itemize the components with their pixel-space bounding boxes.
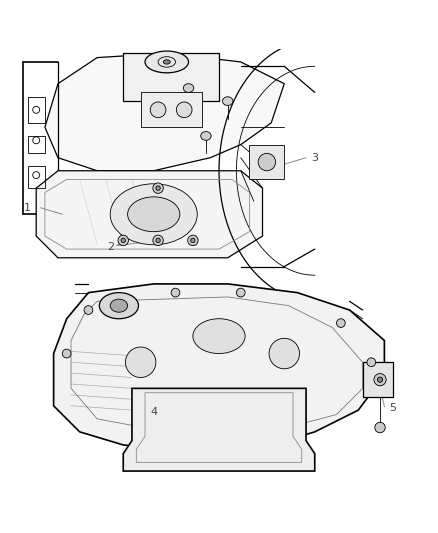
Polygon shape	[141, 92, 201, 127]
Ellipse shape	[127, 197, 180, 232]
Ellipse shape	[201, 132, 211, 140]
Polygon shape	[363, 362, 393, 397]
Ellipse shape	[150, 102, 166, 118]
Ellipse shape	[62, 349, 71, 358]
Ellipse shape	[110, 299, 127, 312]
Bar	[28, 97, 45, 123]
Polygon shape	[36, 171, 262, 258]
Ellipse shape	[163, 60, 170, 64]
Text: 3: 3	[311, 152, 318, 163]
Ellipse shape	[177, 102, 192, 118]
Text: 5: 5	[389, 403, 396, 413]
Ellipse shape	[191, 238, 195, 243]
Ellipse shape	[118, 235, 128, 246]
Ellipse shape	[184, 84, 194, 92]
Ellipse shape	[336, 319, 345, 327]
Ellipse shape	[145, 51, 188, 73]
Ellipse shape	[156, 238, 160, 243]
Ellipse shape	[258, 154, 276, 171]
Ellipse shape	[153, 235, 163, 246]
Ellipse shape	[193, 319, 245, 353]
Ellipse shape	[375, 422, 385, 433]
Ellipse shape	[171, 288, 180, 297]
Ellipse shape	[84, 305, 93, 314]
Ellipse shape	[187, 235, 198, 246]
Polygon shape	[123, 389, 315, 471]
Ellipse shape	[99, 293, 138, 319]
Polygon shape	[123, 53, 219, 101]
Polygon shape	[250, 144, 284, 180]
Bar	[28, 166, 45, 188]
Bar	[28, 136, 45, 154]
Ellipse shape	[153, 183, 163, 193]
Text: 4: 4	[150, 407, 157, 417]
Ellipse shape	[223, 97, 233, 106]
Ellipse shape	[378, 377, 383, 382]
Text: 2: 2	[106, 242, 114, 252]
Ellipse shape	[110, 184, 197, 245]
Text: 1: 1	[24, 203, 31, 213]
Ellipse shape	[121, 238, 125, 243]
Ellipse shape	[269, 338, 300, 369]
Ellipse shape	[156, 186, 160, 190]
Ellipse shape	[125, 347, 156, 377]
Polygon shape	[45, 53, 284, 171]
Ellipse shape	[367, 358, 376, 367]
Ellipse shape	[374, 374, 386, 386]
Polygon shape	[53, 284, 385, 449]
Ellipse shape	[237, 288, 245, 297]
